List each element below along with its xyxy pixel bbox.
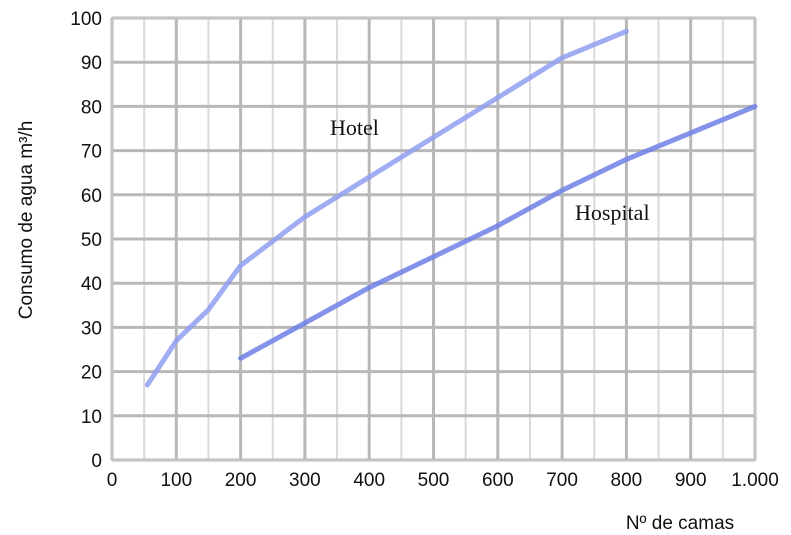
x-tick-label: 300 — [289, 470, 321, 491]
series-line-hotel — [144, 28, 629, 388]
x-tick-label: 1.000 — [731, 470, 779, 491]
y-tick-label: 100 — [70, 9, 102, 30]
grid — [110, 16, 757, 462]
x-tick-label: 200 — [225, 470, 257, 491]
y-tick-label: 60 — [81, 186, 102, 207]
y-tick-label: 10 — [81, 407, 102, 428]
plot-frame — [111, 17, 756, 461]
y-axis-title: Consumo de agua m³/h — [16, 121, 37, 320]
y-tick-label: 30 — [81, 318, 102, 339]
x-tick-labels: 0 100 200 300 400 500 600 700 800 900 1.000 — [107, 470, 779, 491]
x-tick-label: 100 — [160, 470, 192, 491]
series-label-hospital: Hospital — [575, 200, 650, 225]
x-tick-label: 400 — [353, 470, 385, 491]
y-tick-label: 70 — [81, 142, 102, 163]
y-tick-label: 0 — [91, 451, 102, 472]
y-tick-label: 40 — [81, 274, 102, 295]
series-layer — [144, 28, 758, 388]
x-tick-label: 700 — [546, 470, 578, 491]
y-tick-label: 90 — [81, 53, 102, 74]
x-axis-title: Nº de camas — [626, 513, 734, 534]
x-tick-label: 600 — [482, 470, 514, 491]
y-tick-label: 20 — [81, 363, 102, 384]
y-tick-label: 80 — [81, 97, 102, 118]
x-tick-label: 500 — [418, 470, 450, 491]
x-tick-label: 800 — [611, 470, 643, 491]
x-tick-label: 0 — [107, 470, 118, 491]
y-tick-labels: 0 10 20 30 40 50 60 70 80 90 100 — [70, 9, 102, 472]
x-tick-label: 900 — [675, 470, 707, 491]
y-tick-label: 50 — [81, 230, 102, 251]
series-label-hotel: Hotel — [330, 115, 379, 140]
series-line-hospital — [238, 103, 758, 361]
